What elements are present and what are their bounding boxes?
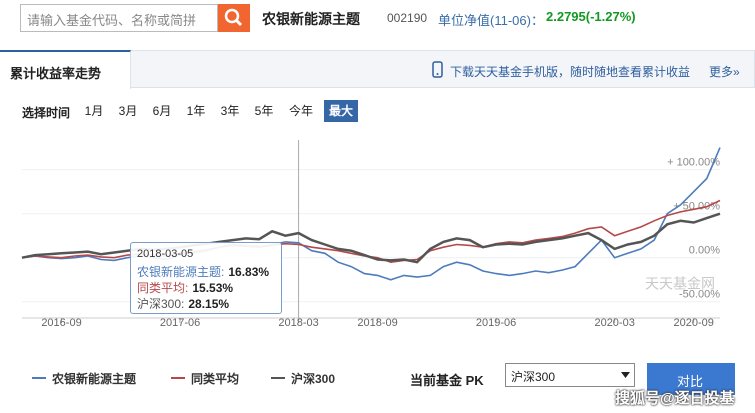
more-link[interactable]: 更多»: [709, 65, 740, 79]
chart: + 100.00% + 50.00% 0.00% -50.00% 2016-09 2017…: [21, 140, 721, 329]
search-placeholder: 请输入基金代码、名称或简拼: [27, 13, 197, 28]
tooltip: 2018-03-05 农银新能源主题: 16.83% 同类平均: 15.53% 沪深30…: [130, 242, 282, 314]
tooltip-row: 沪深300: 28.15%: [137, 295, 229, 312]
watermark: 天天基金网: [645, 276, 715, 292]
pk: PK: [465, 373, 484, 388]
x-tick-label: 2020-09: [673, 317, 713, 329]
range-option[interactable]: 最大: [324, 100, 358, 122]
legend-swatch: [171, 377, 185, 379]
range-option[interactable]: 6月: [152, 104, 172, 118]
legend-swatch: [271, 377, 285, 379]
nav: 2.2795: [546, 9, 586, 24]
range-option[interactable]: 5年: [254, 104, 274, 118]
range-option[interactable]: 3年: [220, 104, 240, 118]
x-tick-label: 2020-03: [594, 317, 634, 329]
credit: 搜狐号@逐日投基: [615, 390, 735, 407]
search-icon: [224, 8, 243, 27]
tooltip-label: 农银新能源主题:: [137, 265, 225, 279]
range-option[interactable]: 1年: [186, 104, 206, 118]
download-link[interactable]: 下载天天基金手机版，随时随地查看累计收益: [450, 65, 691, 79]
tooltip-label: 沪深300:: [137, 297, 185, 311]
range-option[interactable]: 今年: [288, 104, 313, 118]
nav-change: (-1.27%): [585, 9, 636, 24]
x-tick-label: 2019-06: [476, 317, 516, 329]
legend-label[interactable]: 沪深300: [291, 372, 336, 386]
y-tick-label: + 100.00%: [667, 157, 720, 169]
range-label: 选择时间: [22, 106, 71, 120]
tooltip-label: 同类平均:: [137, 281, 189, 295]
y-tick-label: + 50.00%: [673, 201, 720, 213]
tab-title: 累计收益率走势: [10, 66, 102, 81]
legend-label[interactable]: 农银新能源主题: [52, 372, 137, 386]
y-tick-label: 0.00%: [689, 245, 720, 257]
dropdown-arrow: [621, 372, 630, 378]
tooltip-date: 2018-03-05: [137, 248, 194, 260]
tooltip-row: 同类平均: 15.53%: [137, 279, 233, 296]
nav-value: 2.2795(-1.27%): [546, 9, 636, 24]
fund-code: 002190: [387, 11, 428, 25]
compare-button-label: 对比: [677, 374, 704, 389]
fund-name: 农银新能源主题: [262, 11, 360, 27]
compare-selected: 沪深300: [511, 370, 556, 384]
y-tick-label: -50.00%: [679, 289, 720, 301]
tooltip-value: 15.53%: [192, 281, 234, 295]
search-box[interactable]: 请输入基金代码、名称或简拼: [20, 4, 218, 32]
nav-label: 单位净值(11-06)：: [438, 13, 544, 28]
search-button[interactable]: [218, 4, 250, 32]
x-tick-label: 2018-03: [278, 317, 318, 329]
range-option[interactable]: 1月: [84, 104, 104, 118]
compare-button[interactable]: 对比: [647, 363, 735, 395]
legend-label[interactable]: 同类平均: [191, 372, 240, 386]
legend-swatch: [32, 377, 46, 379]
compare-label: 当前基金 PK: [410, 370, 484, 389]
tab-active[interactable]: 累计收益率走势: [0, 50, 131, 89]
plot-area: [22, 140, 720, 320]
x-tick-label: 2016-09: [41, 317, 81, 329]
compare-select[interactable]: 沪深300: [505, 363, 635, 387]
x-tick-label: 2018-09: [357, 317, 397, 329]
current-fund: 当前基金: [410, 373, 463, 388]
tooltip-value: 16.83%: [228, 265, 270, 279]
phone-icon: [432, 61, 443, 78]
range-option[interactable]: 3月: [118, 104, 138, 118]
x-tick-label: 2017-06: [160, 317, 200, 329]
tooltip-value: 28.15%: [188, 297, 230, 311]
tooltip-row: 农银新能源主题: 16.83%: [137, 263, 269, 280]
